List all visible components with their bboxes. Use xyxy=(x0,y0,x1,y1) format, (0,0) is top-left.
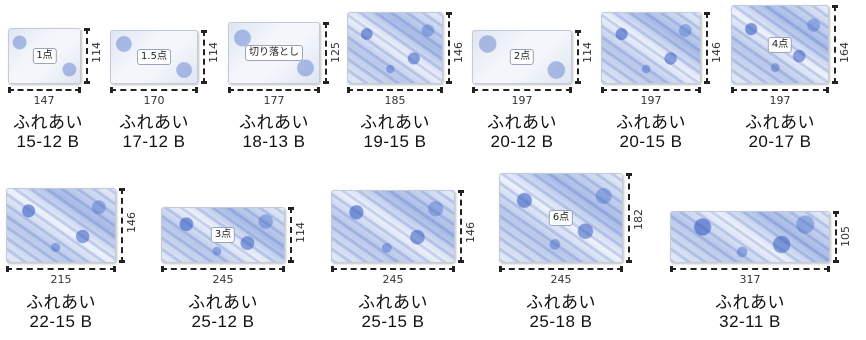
height-value: 146 xyxy=(710,42,723,63)
product-brand: ふれあい xyxy=(358,293,428,313)
height-dimension-line xyxy=(833,211,839,263)
tray-image: 1.5点 xyxy=(110,30,198,84)
height-value: 114 xyxy=(581,42,594,63)
height-value: 105 xyxy=(839,226,852,247)
height-value: 146 xyxy=(125,212,138,233)
tray-image xyxy=(670,211,830,263)
height-value: 114 xyxy=(90,42,103,63)
product-code: 25-18 B xyxy=(529,312,593,331)
tray-image: 4点 xyxy=(731,5,829,84)
product-brand: ふれあい xyxy=(13,113,83,133)
tray-image: 切り落とし xyxy=(228,22,320,84)
width-dimension-line xyxy=(731,87,829,93)
portion-badge: 2点 xyxy=(509,49,535,65)
height-dimension-line xyxy=(288,207,294,263)
height-dimension-line xyxy=(119,188,125,263)
width-dimension-line xyxy=(6,266,116,272)
width-dimension-line xyxy=(670,266,830,272)
width-value: 147 xyxy=(33,94,55,107)
height-dimension-line xyxy=(575,30,581,84)
product-brand: ふれあい xyxy=(188,293,258,313)
product-code: 15-12 B xyxy=(16,132,80,151)
product-code: 25-15 B xyxy=(361,312,425,331)
tray-image: 2点 xyxy=(472,30,572,84)
height-value: 146 xyxy=(452,42,465,63)
width-dimension-line xyxy=(331,266,455,272)
height-value: 182 xyxy=(632,209,645,230)
tray-image xyxy=(6,188,116,263)
product-brand: ふれあい xyxy=(360,113,430,133)
tray-image xyxy=(601,12,701,84)
width-value: 197 xyxy=(640,94,662,107)
portion-badge: 1.5点 xyxy=(137,49,171,65)
product-brand: ふれあい xyxy=(715,293,785,313)
tray-image: 3点 xyxy=(161,207,285,263)
width-value: 245 xyxy=(550,273,572,286)
product-brand: ふれあい xyxy=(616,113,686,133)
product-code: 32-11 B xyxy=(719,312,781,331)
product-code: 22-15 B xyxy=(29,312,93,331)
tray-image xyxy=(347,12,443,84)
width-dimension-line xyxy=(228,87,320,93)
product-code: 18-13 B xyxy=(242,132,306,151)
height-dimension-line xyxy=(832,5,838,84)
height-value: 114 xyxy=(294,222,307,243)
tray-image: 6点 xyxy=(499,173,623,263)
height-dimension-line xyxy=(704,12,710,84)
height-dimension-line xyxy=(626,173,632,263)
width-value: 245 xyxy=(212,273,234,286)
width-dimension-line xyxy=(601,87,701,93)
width-value: 170 xyxy=(143,94,165,107)
product-brand: ふれあい xyxy=(239,113,309,133)
product-code: 20-12 B xyxy=(490,132,554,151)
height-value: 164 xyxy=(838,42,851,63)
width-value: 177 xyxy=(263,94,285,107)
product-brand: ふれあい xyxy=(526,293,596,313)
width-value: 197 xyxy=(511,94,533,107)
portion-badge: 1点 xyxy=(32,48,57,64)
width-value: 185 xyxy=(384,94,406,107)
product-brand: ふれあい xyxy=(487,113,557,133)
product-code: 25-12 B xyxy=(191,312,255,331)
width-dimension-line xyxy=(472,87,572,93)
tray-image: 1点 xyxy=(8,28,81,84)
product-code: 19-15 B xyxy=(363,132,427,151)
product-code: 20-15 B xyxy=(619,132,683,151)
portion-badge: 6点 xyxy=(548,210,574,226)
height-dimension-line xyxy=(458,190,464,263)
portion-badge: 切り落とし xyxy=(245,45,303,61)
width-dimension-line xyxy=(161,266,285,272)
portion-badge: 4点 xyxy=(767,36,793,53)
width-dimension-line xyxy=(110,87,198,93)
product-brand: ふれあい xyxy=(745,113,815,133)
width-dimension-line xyxy=(347,87,443,93)
width-value: 317 xyxy=(739,273,761,286)
width-dimension-line xyxy=(8,87,81,93)
product-brand: ふれあい xyxy=(26,293,96,313)
product-code: 17-12 B xyxy=(122,132,186,151)
product-code: 20-17 B xyxy=(748,132,812,151)
height-value: 114 xyxy=(207,42,220,63)
width-value: 215 xyxy=(50,273,72,286)
width-value: 245 xyxy=(382,273,404,286)
height-dimension-line xyxy=(84,28,90,84)
tray-image xyxy=(331,190,455,263)
height-value: 146 xyxy=(464,222,477,243)
product-brand: ふれあい xyxy=(119,113,189,133)
height-dimension-line xyxy=(323,22,329,84)
height-dimension-line xyxy=(446,12,452,84)
height-value: 125 xyxy=(329,42,342,63)
height-dimension-line xyxy=(201,30,207,84)
width-value: 197 xyxy=(769,94,791,107)
portion-badge: 3点 xyxy=(210,227,236,243)
width-dimension-line xyxy=(499,266,623,272)
